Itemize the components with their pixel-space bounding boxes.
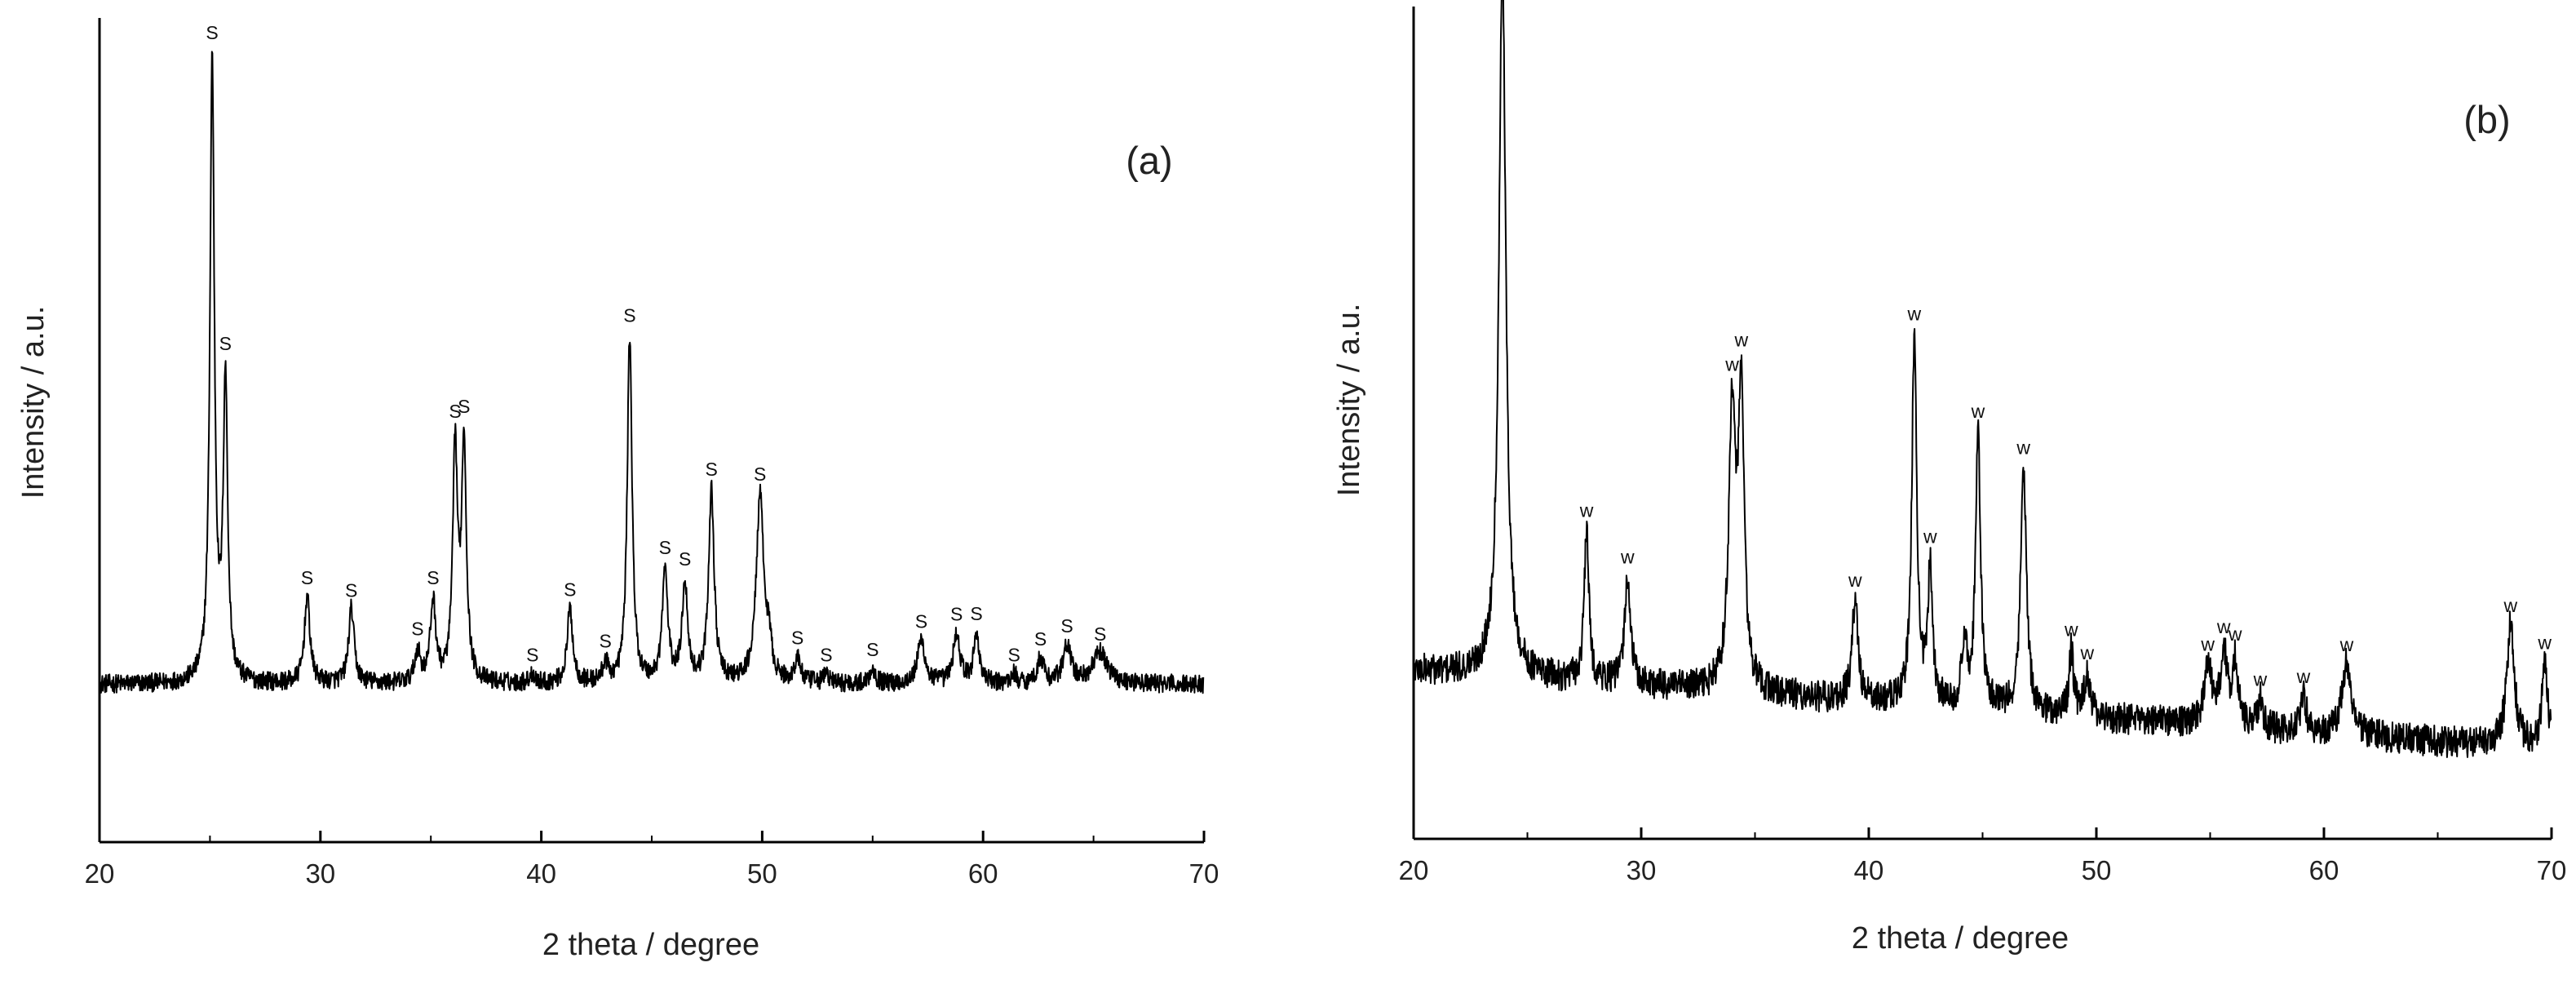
x-tick-label-a-50: 50 — [747, 858, 777, 889]
peak-label-b: w — [1971, 401, 1985, 422]
panel-label-b: (b) — [2463, 98, 2510, 141]
peak-label-a: S — [449, 401, 461, 422]
panel-label-a: (a) — [1126, 139, 1172, 182]
x-tick-label-a-30: 30 — [305, 858, 335, 889]
peak-label-a: S — [345, 579, 357, 601]
peak-label-b: w — [2216, 616, 2231, 637]
x-tick-label-b-70: 70 — [2537, 855, 2567, 885]
peak-label-a: S — [623, 304, 635, 326]
peak-label-b: w — [1906, 304, 1921, 325]
x-tick-label-b-40: 40 — [1854, 855, 1884, 885]
x-tick-label-a-40: 40 — [526, 858, 556, 889]
peak-label-b: w — [1923, 526, 1937, 548]
peak-label-b: w — [1733, 330, 1748, 351]
peak-label-a: S — [1060, 615, 1073, 636]
peak-label-b: w — [2537, 632, 2552, 653]
peak-label-a: S — [219, 333, 232, 354]
series-line-a — [100, 51, 1205, 694]
x-tick-label-b-20: 20 — [1399, 855, 1429, 885]
x-tick-label-a-20: 20 — [85, 858, 115, 889]
peak-label-a: S — [526, 644, 538, 665]
x-tick-label-b-60: 60 — [2309, 855, 2339, 885]
peak-label-a: S — [791, 627, 803, 648]
peak-label-b: w — [2296, 666, 2311, 687]
y-axis-title-a: Intensity / a.u. — [16, 306, 51, 499]
peak-label-b: w — [2228, 623, 2242, 645]
peak-label-b: w — [2339, 634, 2354, 655]
peak-label-a: S — [659, 537, 671, 558]
peak-label-a: S — [599, 631, 611, 652]
peak-label-a: S — [206, 22, 218, 43]
x-tick-label-a-60: 60 — [968, 858, 998, 889]
peak-label-a: S — [866, 639, 879, 660]
peak-label-b: w — [1724, 354, 1739, 375]
peak-label-a: S — [1094, 623, 1106, 645]
x-axis-title-b: 2 theta / degree — [1852, 921, 2069, 956]
series-line-b — [1414, 0, 2552, 758]
chart-panel-b: 203040506070wwwwwwwwwwwwwwwwwwww (b) 2 t… — [1332, 0, 2566, 956]
peak-label-b: w — [2016, 437, 2030, 458]
y-axis-title-b: Intensity / a.u. — [1332, 304, 1366, 497]
peak-label-a: S — [754, 463, 766, 485]
peak-label-a: S — [411, 619, 423, 640]
peak-label-a: S — [679, 548, 691, 570]
x-tick-label-a-70: 70 — [1189, 858, 1219, 889]
peak-label-a: S — [820, 645, 832, 666]
peak-label-b: w — [1848, 570, 1862, 591]
peak-label-a: S — [915, 611, 927, 632]
peak-label-a: S — [950, 603, 963, 624]
peak-label-a: S — [1034, 628, 1047, 650]
plot-area-b: 203040506070wwwwwwwwwwwwwwwwwwww — [1399, 0, 2567, 885]
peak-label-a: S — [970, 603, 982, 624]
peak-label-a: S — [301, 567, 313, 588]
peak-label-a: S — [1007, 645, 1020, 666]
peak-label-b: w — [2503, 595, 2517, 616]
peak-label-a: S — [564, 579, 576, 601]
peak-label-b: w — [2200, 633, 2215, 654]
x-tick-label-b-30: 30 — [1627, 855, 1657, 885]
peak-label-b: w — [1579, 499, 1594, 521]
x-axis-title-a: 2 theta / degree — [542, 928, 759, 962]
peak-label-b: w — [1620, 547, 1635, 568]
peak-label-a: S — [458, 396, 470, 417]
peak-label-b: w — [2080, 642, 2095, 663]
peak-label-b: w — [2253, 669, 2268, 690]
peak-label-a: S — [705, 459, 717, 480]
x-tick-label-b-50: 50 — [2082, 855, 2112, 885]
peak-label-b: w — [2064, 619, 2078, 640]
peak-label-a: S — [427, 567, 439, 588]
